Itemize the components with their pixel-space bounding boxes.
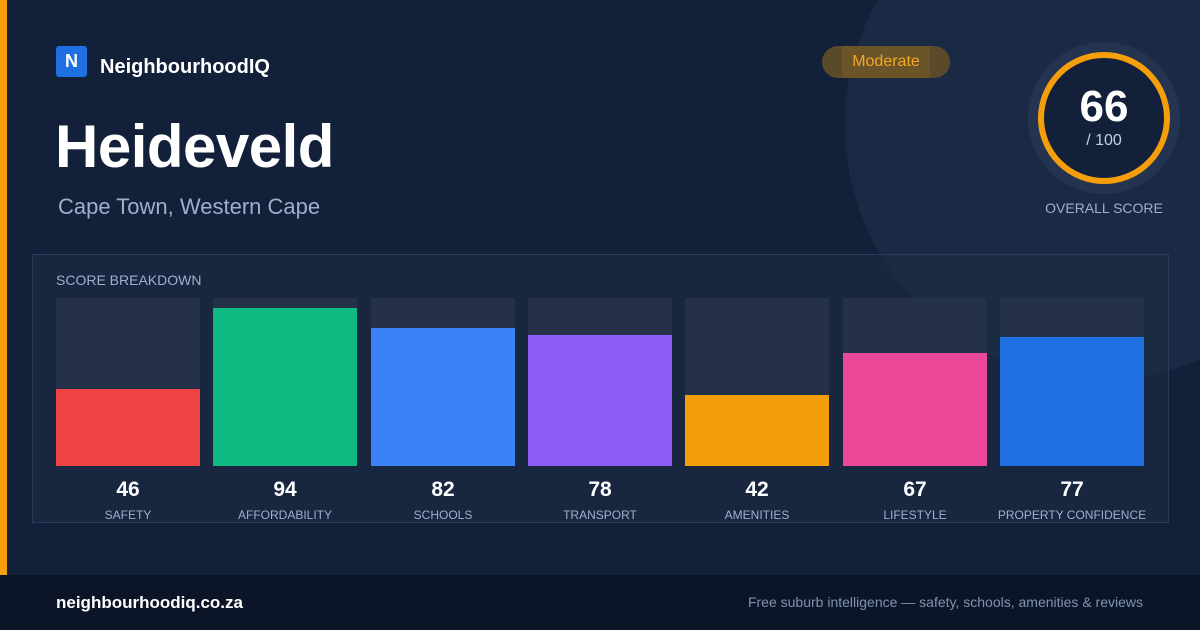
footer-url[interactable]: neighbourhoodiq.co.za <box>56 593 243 612</box>
overall-score-value: 66 <box>1079 82 1129 131</box>
bar-value: 94 <box>273 478 297 501</box>
card-canvas: N NeighbourhoodIQ Heideveld Cape Town, W… <box>0 0 1180 575</box>
bar-track <box>213 298 357 466</box>
accent-stripe <box>0 0 7 575</box>
bar-label: AFFORDABILITY <box>237 508 332 522</box>
bar-track <box>56 298 200 466</box>
logo-letter: N <box>65 51 78 71</box>
score-bar-property-confidence: 77 PROPERTY CONFIDENCE <box>998 298 1146 522</box>
rating-badge-label: Moderate <box>852 53 920 70</box>
score-breakdown-title: SCORE BREAKDOWN <box>56 272 202 288</box>
bar-fill <box>843 353 987 466</box>
bar-fill <box>1000 337 1144 466</box>
overall-score-label: OVERALL SCORE <box>1045 200 1163 216</box>
bar-fill <box>371 328 515 466</box>
bar-value: 77 <box>1060 478 1084 501</box>
score-bar-affordability: 94 AFFORDABILITY <box>213 298 357 522</box>
bar-fill <box>213 308 357 466</box>
bar-label: TRANSPORT <box>563 508 637 522</box>
bar-fill <box>56 389 200 466</box>
bar-value: 42 <box>745 478 769 501</box>
bar-label: AMENITIES <box>724 508 790 522</box>
footer-tagline: Free suburb intelligence — safety, schoo… <box>747 594 1143 610</box>
brand-logo-icon: N <box>56 46 87 77</box>
footer <box>0 575 1200 630</box>
bar-track <box>685 298 829 466</box>
rating-badge: Moderate <box>822 46 950 78</box>
bar-label: PROPERTY CONFIDENCE <box>997 508 1147 522</box>
bar-track <box>1000 298 1144 466</box>
score-ring <box>1038 52 1170 184</box>
bar-value: 46 <box>116 478 140 501</box>
overall-score-max: / 100 <box>1086 132 1122 149</box>
bar-value: 82 <box>431 478 455 501</box>
bar-track <box>843 298 987 466</box>
score-bar-amenities: 42 AMENITIES <box>685 298 829 522</box>
score-bar-lifestyle: 67 LIFESTYLE <box>843 298 987 522</box>
bar-label: SAFETY <box>104 508 152 522</box>
bar-track <box>528 298 672 466</box>
bar-label: LIFESTYLE <box>883 508 947 522</box>
page-title: Heideveld <box>55 113 334 180</box>
score-bar-schools: 82 SCHOOLS <box>371 298 515 522</box>
bar-fill <box>685 395 829 466</box>
suburb-location: Cape Town, Western Cape <box>58 194 321 219</box>
score-bar-safety: 46 SAFETY <box>56 298 200 522</box>
brand-name[interactable]: NeighbourhoodIQ <box>100 56 270 78</box>
bar-label: SCHOOLS <box>413 508 473 522</box>
bar-track <box>371 298 515 466</box>
score-bar-transport: 78 TRANSPORT <box>528 298 672 522</box>
bar-fill <box>528 335 672 466</box>
bar-value: 67 <box>903 478 927 501</box>
bar-value: 78 <box>588 478 612 501</box>
